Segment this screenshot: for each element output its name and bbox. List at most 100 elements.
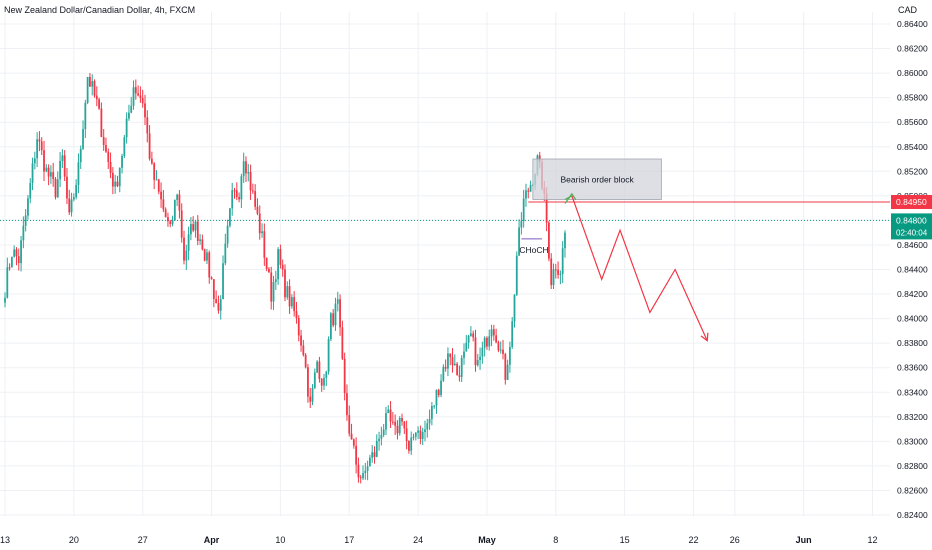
candle-body bbox=[50, 172, 52, 177]
y-tick-label: 0.84600 bbox=[897, 240, 928, 250]
candle-body bbox=[109, 161, 112, 173]
candle-body bbox=[173, 199, 176, 221]
candle-body bbox=[348, 415, 351, 434]
candle-body bbox=[552, 269, 555, 286]
x-tick-label: 26 bbox=[730, 535, 740, 545]
candle-body bbox=[509, 346, 511, 365]
candle-body bbox=[504, 354, 507, 380]
candle-body bbox=[366, 466, 369, 471]
candle-body bbox=[456, 363, 459, 376]
candle-body bbox=[187, 234, 190, 251]
candle-body bbox=[403, 421, 406, 429]
bearish-order-block[interactable]: Bearish order block bbox=[532, 158, 662, 200]
candle-body bbox=[396, 425, 399, 434]
candle-body bbox=[336, 299, 339, 304]
candle-body bbox=[79, 148, 82, 163]
candle-body bbox=[557, 269, 559, 275]
candle-body bbox=[68, 198, 71, 213]
time-axis[interactable]: 13 20 27 Apr 10 17 24 May 8 15 22 26 Jun 12 bbox=[0, 535, 878, 545]
x-tick-label: 13 bbox=[0, 535, 10, 545]
candle-body bbox=[559, 273, 562, 275]
candle-body bbox=[412, 436, 415, 438]
candle-body bbox=[125, 118, 128, 138]
price-axis[interactable]: 0.86400 0.86200 0.86000 0.85800 0.85600 0.854… bbox=[897, 19, 928, 520]
candle-body bbox=[254, 191, 257, 207]
choch-label: CHoCH bbox=[519, 245, 548, 255]
candle-body bbox=[54, 179, 57, 198]
candle-body bbox=[38, 139, 41, 142]
x-tick-label: 22 bbox=[688, 535, 698, 545]
candle-body bbox=[199, 239, 201, 241]
candle-body bbox=[56, 179, 59, 198]
candle-body bbox=[414, 432, 417, 437]
x-tick-label: 24 bbox=[413, 535, 423, 545]
candle-body bbox=[437, 389, 440, 396]
candle-body bbox=[43, 150, 45, 172]
candle-body bbox=[265, 257, 268, 269]
candle-body bbox=[419, 430, 422, 439]
candle-body bbox=[479, 356, 481, 361]
candle-body bbox=[476, 360, 479, 366]
candle-body bbox=[401, 418, 403, 422]
candle-body bbox=[8, 267, 11, 269]
candle-body bbox=[554, 269, 557, 271]
candle-body bbox=[212, 279, 215, 299]
candle-body bbox=[185, 250, 188, 261]
candle-body bbox=[22, 225, 25, 241]
candle-body bbox=[352, 439, 355, 446]
horizontal-levels bbox=[0, 201, 890, 221]
candle-body bbox=[235, 190, 238, 197]
candle-body bbox=[318, 361, 321, 379]
x-tick-label: 17 bbox=[344, 535, 354, 545]
candle-body bbox=[4, 297, 6, 303]
candle-body bbox=[72, 197, 75, 200]
y-tick-label: 0.84400 bbox=[897, 265, 928, 275]
candle-body bbox=[320, 378, 323, 386]
drawings[interactable]: Bearish order block CHoCH bbox=[519, 158, 709, 342]
candle-body bbox=[302, 345, 305, 356]
candle-body bbox=[417, 430, 419, 433]
candle-body bbox=[391, 421, 394, 423]
candle-body bbox=[463, 351, 465, 358]
candle-body bbox=[325, 371, 328, 378]
candle-body bbox=[525, 190, 527, 199]
candle-body bbox=[146, 117, 149, 134]
level-price-tag bbox=[891, 194, 932, 209]
order-block-box[interactable] bbox=[532, 158, 662, 200]
y-tick-label: 0.86400 bbox=[897, 19, 928, 29]
candle-body bbox=[497, 342, 500, 351]
y-tick-label: 0.85800 bbox=[897, 93, 928, 103]
candle-body bbox=[194, 221, 197, 231]
candle-body bbox=[102, 137, 105, 146]
y-tick-label: 0.86200 bbox=[897, 44, 928, 54]
candle-body bbox=[29, 183, 32, 199]
candle-body bbox=[178, 194, 181, 211]
candle-body bbox=[405, 428, 408, 442]
candle-body bbox=[435, 389, 438, 406]
candle-body bbox=[100, 108, 103, 138]
candle-body bbox=[192, 224, 195, 231]
candle-body bbox=[426, 423, 429, 430]
x-tick-label: 8 bbox=[553, 535, 558, 545]
candle-body bbox=[341, 327, 344, 359]
candle-body bbox=[61, 155, 64, 161]
candle-body bbox=[518, 227, 520, 256]
candle-body bbox=[63, 155, 66, 177]
candle-body bbox=[222, 263, 224, 300]
candle-body bbox=[210, 277, 213, 280]
candle-body bbox=[343, 358, 346, 394]
candle-body bbox=[132, 87, 135, 106]
order-block-label: Bearish order block bbox=[560, 174, 634, 184]
candle-body bbox=[394, 421, 397, 426]
candle-body bbox=[201, 239, 204, 250]
projection-path[interactable] bbox=[571, 195, 708, 341]
candle-body bbox=[382, 429, 385, 435]
candle-body bbox=[189, 224, 192, 235]
candle-body bbox=[137, 93, 140, 96]
candle-body bbox=[357, 464, 360, 478]
x-tick-label: Jun bbox=[796, 535, 812, 545]
y-tick-label: 0.85400 bbox=[897, 142, 928, 152]
candle-body bbox=[465, 342, 468, 352]
candle-body bbox=[515, 255, 518, 295]
